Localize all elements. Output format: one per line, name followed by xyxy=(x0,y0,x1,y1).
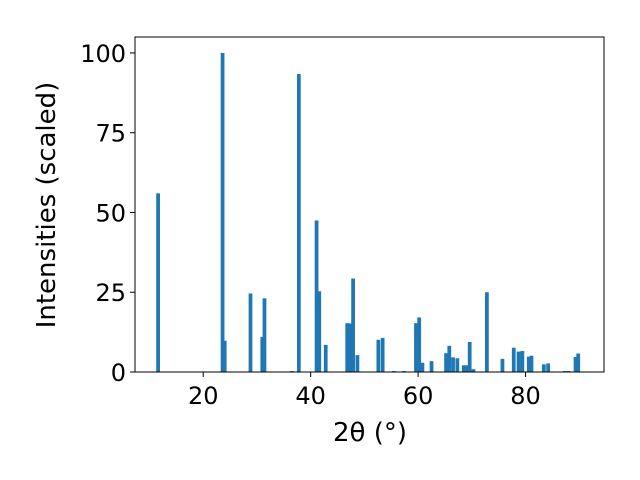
bar xyxy=(541,364,546,372)
bar xyxy=(220,52,225,372)
y-tick-label: 0 xyxy=(111,359,126,387)
bar xyxy=(464,365,469,372)
bar xyxy=(444,353,448,372)
bars-layer xyxy=(156,52,581,372)
bar xyxy=(467,342,472,372)
bar xyxy=(576,353,581,372)
x-tick-label: 60 xyxy=(403,382,434,410)
bar xyxy=(526,356,531,372)
bar xyxy=(296,74,301,372)
bar xyxy=(485,292,489,372)
bar xyxy=(461,365,466,372)
bar xyxy=(447,345,452,372)
bar xyxy=(414,323,418,372)
x-tick-label: 20 xyxy=(188,382,219,410)
x-axis: 20 40 60 80 xyxy=(188,372,541,410)
y-axis: 0 25 50 75 100 xyxy=(80,40,135,387)
bar xyxy=(262,298,267,372)
bar xyxy=(529,355,534,372)
bar xyxy=(546,363,551,372)
y-axis-title: Intensities (scaled) xyxy=(32,82,62,329)
plot-frame xyxy=(134,36,605,373)
bar xyxy=(222,340,227,372)
bar xyxy=(500,358,505,372)
bar xyxy=(451,357,455,372)
bar xyxy=(420,362,425,372)
x-axis-title: 2θ (°) xyxy=(333,418,407,448)
bar xyxy=(511,347,516,372)
y-tick-label: 75 xyxy=(95,120,126,148)
bar xyxy=(248,293,253,372)
y-tick-label: 50 xyxy=(95,199,126,227)
bar xyxy=(355,355,360,372)
bar xyxy=(471,369,476,372)
x-tick-label: 80 xyxy=(510,382,541,410)
bar xyxy=(314,220,319,372)
bar xyxy=(520,350,525,372)
bar xyxy=(429,361,434,372)
bar xyxy=(317,291,322,372)
bar xyxy=(260,336,265,372)
x-tick-label: 40 xyxy=(295,382,326,410)
y-tick-label: 25 xyxy=(95,279,126,307)
bar xyxy=(345,323,350,372)
bar xyxy=(348,323,353,372)
bar xyxy=(516,351,521,372)
bar xyxy=(323,344,328,372)
bar xyxy=(376,339,381,372)
bar xyxy=(417,317,422,372)
bar xyxy=(351,278,355,372)
bar xyxy=(573,357,578,372)
y-tick-label: 100 xyxy=(80,40,126,68)
bar xyxy=(380,337,385,372)
bar xyxy=(156,193,160,372)
bar xyxy=(455,358,460,372)
